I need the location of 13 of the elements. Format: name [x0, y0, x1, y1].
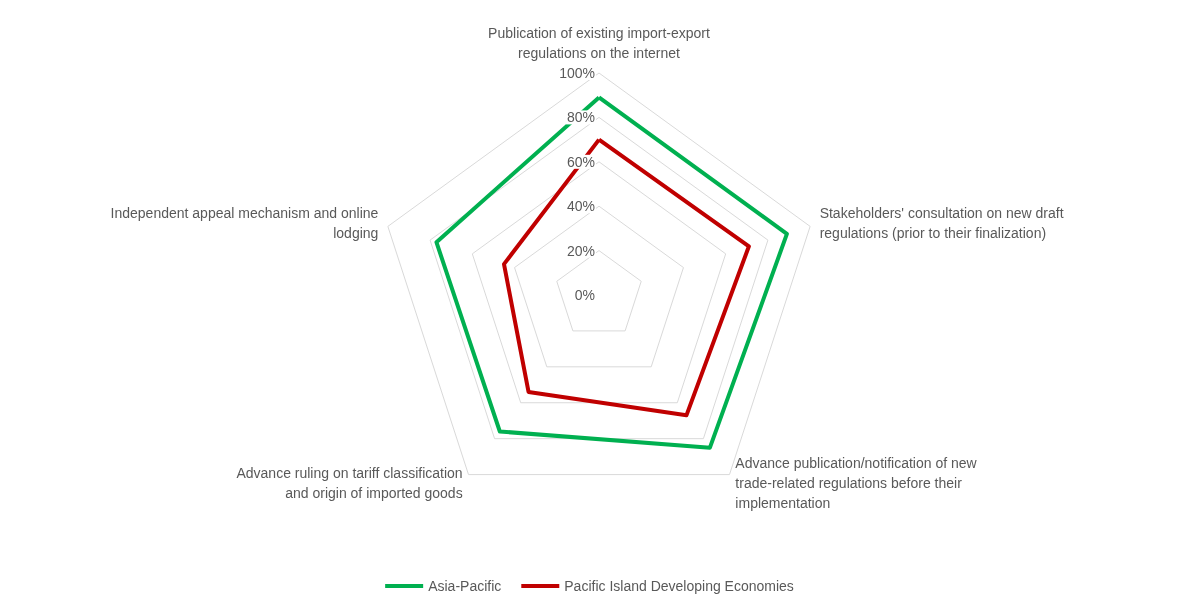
y-tick-label: 40% — [566, 198, 595, 215]
spoke-label: Publication of existing import-export regulations on the internet — [488, 25, 710, 61]
y-tick-label: 0% — [574, 287, 595, 303]
legend-label: Asia-Pacific — [428, 578, 502, 594]
spoke-label: Advance ruling on tariff classification and origin of imported goods — [236, 464, 463, 501]
y-tick-label: 80% — [566, 109, 595, 126]
spoke-label: Independent appeal mechanism and online lodging — [110, 205, 379, 242]
spoke-label: Stakeholders' consultation on new draft regulations (prior to their finalization) — [819, 205, 1064, 242]
y-tick-label: 100% — [559, 65, 595, 81]
legend-label: Pacific Island Developing Economies — [564, 578, 794, 594]
y-tick-label: 20% — [566, 242, 595, 259]
spoke-label: Advance publication/notification of new trade-related regulations before their implementation — [735, 454, 978, 511]
y-tick-label: 60% — [566, 153, 595, 170]
